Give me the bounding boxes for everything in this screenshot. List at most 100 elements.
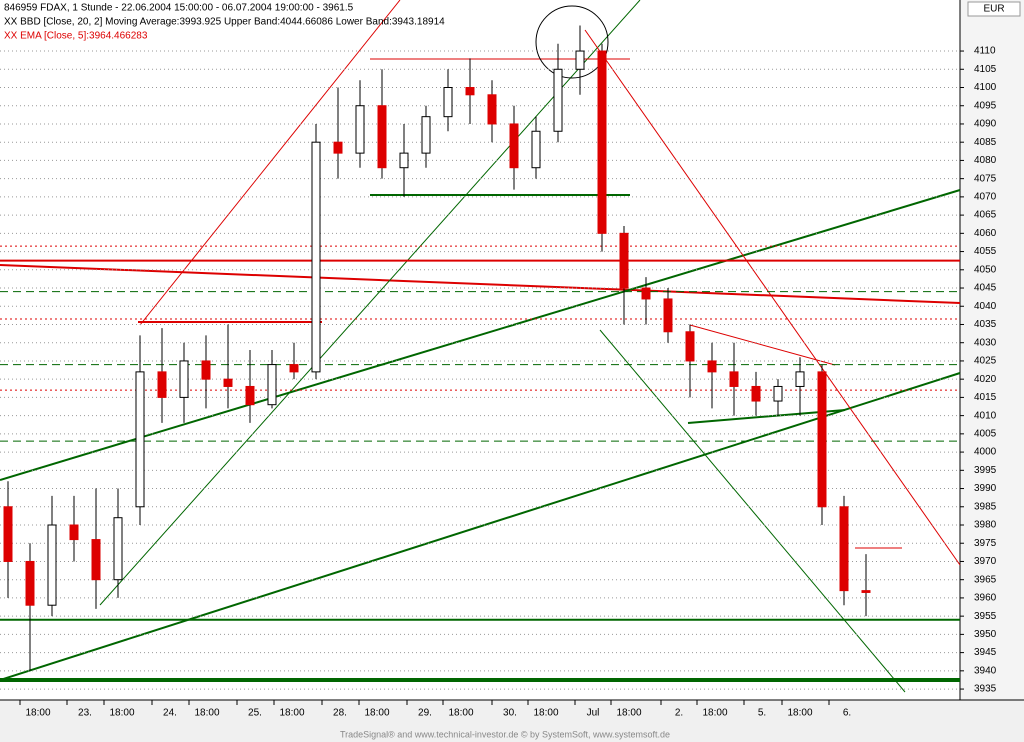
candle-body bbox=[113, 517, 123, 581]
y-tick-label: 3970 bbox=[974, 556, 997, 567]
x-tick-label: 18:00 bbox=[702, 708, 727, 719]
x-tick-label: 18:00 bbox=[279, 708, 304, 719]
y-tick-label: 4005 bbox=[974, 428, 997, 439]
y-tick-label: 4010 bbox=[974, 410, 997, 421]
y-tick-label: 4075 bbox=[974, 173, 997, 184]
y-tick-label: 4065 bbox=[974, 210, 997, 221]
y-tick-label: 4085 bbox=[974, 137, 997, 148]
y-tick-label: 4030 bbox=[974, 337, 997, 348]
chart-title: 846959 FDAX, 1 Stunde - 22.06.2004 15:00… bbox=[4, 3, 354, 14]
y-axis-panel bbox=[960, 0, 1024, 700]
y-tick-label: 4040 bbox=[974, 301, 997, 312]
candle-body bbox=[685, 331, 695, 362]
trendline bbox=[0, 189, 961, 481]
candle-body bbox=[3, 506, 13, 562]
trendline bbox=[139, 0, 401, 326]
y-tick-label: 4090 bbox=[974, 119, 997, 130]
candle-body bbox=[333, 141, 343, 154]
candle-body bbox=[355, 105, 365, 154]
x-axis-panel bbox=[0, 700, 1024, 742]
trendline bbox=[0, 264, 961, 304]
y-tick-label: 4100 bbox=[974, 82, 997, 93]
candle-body bbox=[311, 141, 321, 373]
candle-body bbox=[201, 360, 211, 380]
candle-body bbox=[751, 385, 761, 402]
candle-body bbox=[47, 524, 57, 606]
candle-body bbox=[531, 130, 541, 169]
y-tick-label: 3975 bbox=[974, 538, 997, 549]
x-tick-label: 25. bbox=[248, 708, 262, 719]
candle-body bbox=[91, 539, 101, 581]
x-tick-label: 18:00 bbox=[194, 708, 219, 719]
x-tick-label: Jul bbox=[587, 708, 600, 719]
candle-body bbox=[399, 152, 409, 169]
candle-body bbox=[839, 506, 849, 592]
candle-body bbox=[553, 68, 563, 132]
y-tick-label: 3980 bbox=[974, 520, 997, 531]
y-tick-label: 3965 bbox=[974, 574, 997, 585]
y-tick-label: 4070 bbox=[974, 192, 997, 203]
candle-body bbox=[619, 232, 629, 289]
trendline bbox=[689, 324, 836, 366]
candle-body bbox=[861, 590, 871, 593]
y-tick-label: 4000 bbox=[974, 447, 997, 458]
y-tick-label: 3950 bbox=[974, 629, 997, 640]
y-tick-label: 4060 bbox=[974, 228, 997, 239]
candle-body bbox=[597, 50, 607, 234]
x-tick-label: 29. bbox=[418, 708, 432, 719]
x-tick-label: 5. bbox=[758, 708, 766, 719]
candle-body bbox=[157, 371, 167, 398]
footer: TradeSignal® and www.technical-investor.… bbox=[340, 729, 670, 739]
trendline bbox=[0, 372, 961, 681]
y-tick-label: 3945 bbox=[974, 647, 997, 658]
y-tick-label: 3960 bbox=[974, 593, 997, 604]
candle-body bbox=[465, 87, 475, 96]
candle-body bbox=[729, 371, 739, 387]
y-tick-label: 3935 bbox=[974, 684, 997, 695]
currency-box bbox=[967, 1, 1021, 17]
y-tick-label: 3940 bbox=[974, 665, 997, 676]
candle-body bbox=[817, 371, 827, 508]
trendline bbox=[584, 29, 961, 566]
x-tick-label: 28. bbox=[333, 708, 347, 719]
candle-body bbox=[509, 123, 519, 169]
candle-body bbox=[421, 116, 431, 154]
x-tick-label: 23. bbox=[78, 708, 92, 719]
x-tick-label: 18:00 bbox=[109, 708, 134, 719]
candle-body bbox=[641, 287, 651, 300]
x-tick-label: 30. bbox=[503, 708, 517, 719]
x-tick-label: 18:00 bbox=[448, 708, 473, 719]
x-tick-label: 18:00 bbox=[533, 708, 558, 719]
candle-body bbox=[267, 364, 277, 406]
y-tick-label: 4045 bbox=[974, 283, 997, 294]
candle-body bbox=[25, 560, 35, 606]
y-tick-label: 4110 bbox=[974, 46, 996, 57]
candle-body bbox=[575, 50, 585, 70]
candle-body bbox=[377, 105, 387, 169]
currency: EUR bbox=[983, 4, 1004, 15]
y-tick-label: 3990 bbox=[974, 483, 997, 494]
y-tick-label: 3955 bbox=[974, 611, 997, 622]
y-tick-label: 4015 bbox=[974, 392, 997, 403]
x-tick-label: 18:00 bbox=[616, 708, 641, 719]
y-tick-label: 4095 bbox=[974, 100, 997, 111]
candle-body bbox=[179, 360, 189, 398]
y-tick-label: 3985 bbox=[974, 501, 997, 512]
y-tick-label: 4035 bbox=[974, 319, 997, 330]
candle-body bbox=[245, 385, 255, 406]
candle-body bbox=[289, 364, 299, 373]
x-tick-label: 18:00 bbox=[787, 708, 812, 719]
y-tick-label: 4080 bbox=[974, 155, 997, 166]
indicator-label: XX EMA [Close, 5]:3964.466283 bbox=[4, 31, 148, 42]
y-tick-label: 3995 bbox=[974, 465, 997, 476]
x-tick-label: 6. bbox=[843, 708, 851, 719]
x-tick-label: 2. bbox=[675, 708, 683, 719]
x-tick-label: 18:00 bbox=[25, 708, 50, 719]
highlight-circle bbox=[535, 5, 609, 79]
trendline bbox=[99, 0, 641, 606]
x-tick-label: 24. bbox=[163, 708, 177, 719]
candle-body bbox=[135, 371, 145, 508]
indicator-label: XX BBD [Close, 20, 2] Moving Average:399… bbox=[4, 17, 445, 28]
candle-body bbox=[223, 378, 233, 387]
y-tick-label: 4050 bbox=[974, 264, 997, 275]
